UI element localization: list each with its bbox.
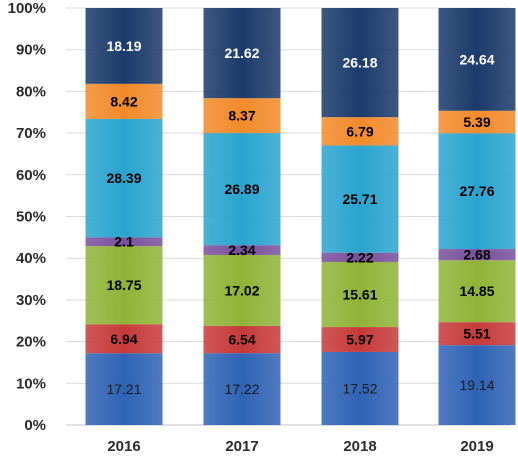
bar-segment	[203, 254, 281, 326]
bar-segment	[321, 261, 399, 328]
y-tick-label: 0%	[24, 417, 46, 434]
bar-segment	[85, 118, 163, 238]
data-label: 24.64	[459, 51, 494, 67]
y-tick-label: 40%	[16, 250, 46, 267]
data-label: 15.61	[342, 286, 377, 302]
data-label: 17.22	[224, 381, 259, 397]
x-tick-label: 2018	[343, 438, 376, 455]
y-tick-label: 100%	[8, 0, 46, 17]
data-label: 26.89	[224, 181, 259, 197]
data-label: 27.76	[459, 183, 494, 199]
bar-segment	[203, 8, 281, 99]
bar-segment	[321, 327, 399, 352]
bar-segment	[321, 351, 399, 425]
y-tick-label: 80%	[16, 83, 46, 100]
data-label: 8.42	[110, 93, 137, 109]
data-label: 2.1	[114, 234, 134, 250]
data-label: 14.85	[459, 283, 494, 299]
data-label: 25.71	[342, 191, 377, 207]
data-label: 18.19	[106, 38, 141, 54]
bars	[85, 8, 516, 425]
bar-segment	[203, 353, 281, 425]
bar-segment	[321, 145, 399, 253]
y-tick-label: 70%	[16, 125, 46, 142]
y-tick-label: 60%	[16, 167, 46, 184]
y-axis-ticks: 0% 10% 20% 30% 40% 50% 60% 70% 80% 90% 100%	[8, 0, 46, 434]
data-label: 28.39	[106, 170, 141, 186]
bar-segment	[203, 98, 281, 134]
bar-segment	[203, 325, 281, 354]
data-label: 5.51	[463, 326, 490, 342]
data-label: 17.21	[106, 381, 141, 397]
bar-segment	[85, 353, 163, 425]
x-tick-label: 2019	[460, 438, 493, 455]
bar-segment	[321, 252, 399, 262]
data-label: 6.54	[228, 332, 255, 348]
bar-segment	[85, 8, 163, 84]
data-label: 26.18	[342, 55, 377, 71]
data-label: 2.22	[346, 249, 373, 265]
bar-segment	[85, 237, 163, 247]
data-label: 2.34	[228, 242, 255, 258]
bar-segment	[438, 249, 516, 261]
y-tick-label: 30%	[16, 292, 46, 309]
data-label: 8.37	[228, 108, 255, 124]
x-axis-ticks: 2016 2017 2018 2019	[107, 438, 493, 455]
bar-segment	[203, 133, 281, 246]
bar-segment	[321, 117, 399, 146]
bar-segment	[321, 8, 399, 118]
y-tick-label: 50%	[16, 209, 46, 226]
bar-segment	[438, 260, 516, 323]
bar-segment	[85, 83, 163, 119]
x-tick-label: 2016	[107, 438, 140, 455]
x-tick-label: 2017	[225, 438, 258, 455]
bar-segment	[438, 322, 516, 346]
data-label: 5.97	[346, 331, 373, 347]
y-tick-label: 90%	[16, 42, 46, 59]
data-label: 5.39	[463, 114, 490, 130]
data-label: 21.62	[224, 45, 259, 61]
data-label: 18.75	[106, 277, 141, 293]
bar-segment	[85, 324, 163, 354]
data-label: 6.79	[346, 123, 373, 139]
bar-segment	[203, 245, 281, 255]
y-tick-label: 20%	[16, 334, 46, 351]
data-label: 17.52	[342, 380, 377, 396]
bar-segment	[438, 8, 516, 111]
bar-segment	[438, 133, 516, 250]
bar-segment	[438, 345, 516, 425]
data-label: 6.94	[110, 331, 137, 347]
y-tick-label: 10%	[16, 375, 46, 392]
data-label: 19.14	[459, 377, 494, 393]
data-label: 2.68	[463, 247, 490, 263]
data-label: 17.02	[224, 282, 259, 298]
bar-segment	[438, 110, 516, 134]
data-labels: 17.21 6.94 18.75 2.1 28.39 8.42 18.19 17.22 6.54…	[106, 38, 494, 397]
bar-segment	[85, 246, 163, 325]
